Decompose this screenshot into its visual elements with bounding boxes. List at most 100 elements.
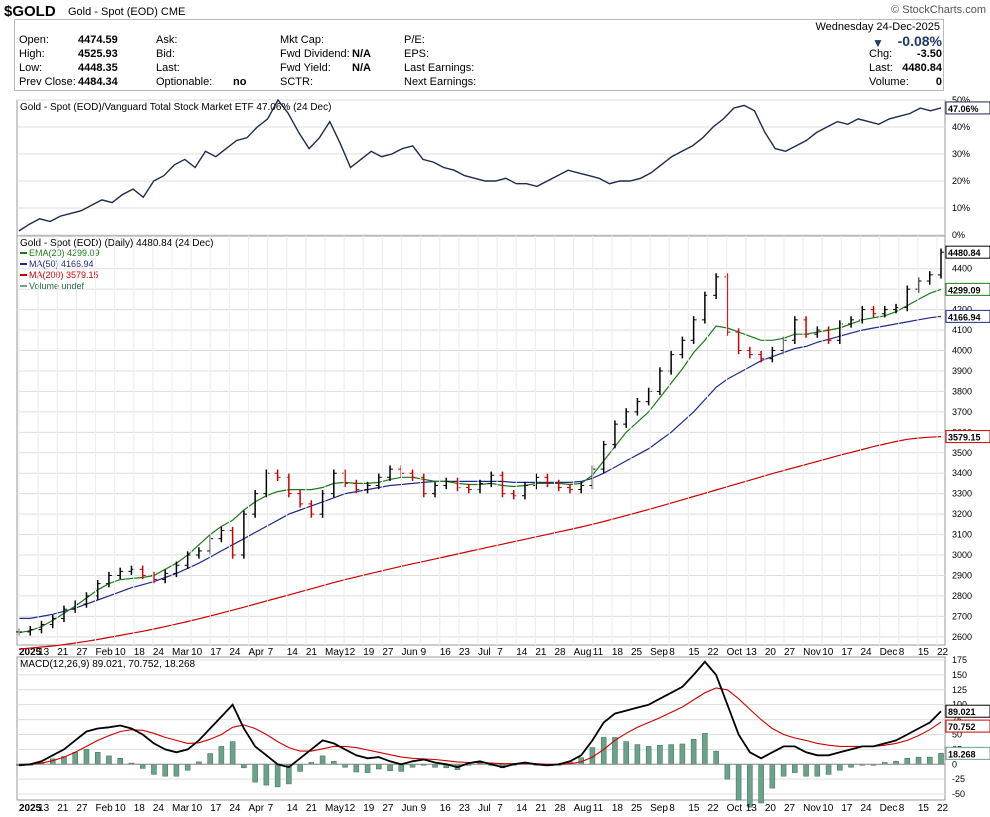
x-tick-label: 9 [421, 803, 427, 814]
x-tick-label: 11 [593, 803, 604, 814]
x-tick-label: 24 [153, 803, 165, 814]
sctr-label: SCTR: [280, 76, 313, 88]
histogram-bar [72, 752, 78, 765]
histogram-bar [690, 738, 697, 765]
x-tick-label: 22 [708, 647, 720, 658]
x-tick-label: May [325, 803, 344, 814]
x-tick-label: 27 [76, 803, 88, 814]
x-tick-label: 15 [918, 803, 930, 814]
x-tick-label: Mar [172, 803, 190, 814]
x-tick-label: Nov [803, 647, 821, 658]
x-tick-label: 17 [841, 647, 853, 658]
x-tick-label: 27 [784, 647, 796, 658]
legend-entry: MA(50) 4166.94 [29, 259, 94, 269]
x-tick-label: 23 [459, 647, 471, 658]
y-tick-label: 2900 [952, 570, 972, 580]
symbol-title: $GOLD [4, 3, 56, 20]
y-tick-label: 125 [952, 685, 967, 695]
y-tick-label: 10% [952, 203, 970, 213]
x-tick-label: 10 [191, 647, 203, 658]
low-value: 4448.35 [78, 62, 118, 74]
ratio-last-value: 47.06% [948, 104, 979, 114]
histogram-bar [184, 764, 191, 771]
x-tick-label: Dec [880, 647, 898, 658]
price-title: Gold - Spot (EOD) (Daily) 4480.84 (24 De… [20, 238, 213, 249]
brand-label[interactable]: © StockCharts.com [891, 4, 986, 16]
y-tick-label: 175 [952, 655, 967, 665]
histogram-last-value: 18.268 [948, 749, 976, 759]
y-tick-label: 4000 [952, 346, 972, 356]
signal-last-value: 70.752 [948, 722, 976, 732]
x-tick-label: 15 [688, 803, 700, 814]
next-earnings-label: Next Earnings: [404, 76, 477, 88]
x-tick-label: 8 [669, 647, 675, 658]
x-tick-label: Feb [96, 803, 114, 814]
y-tick-label: 3800 [952, 386, 972, 396]
fwd-yield-label: Fwd Yield: [280, 62, 331, 74]
y-tick-label: 2700 [952, 611, 972, 621]
x-tick-label: 24 [229, 803, 241, 814]
histogram-bar [769, 764, 776, 789]
histogram-bar [623, 741, 629, 765]
x-tick-label: 14 [516, 647, 528, 658]
macd-last-value-box [945, 704, 990, 718]
histogram-bar [387, 764, 393, 772]
last-price-label: Last: [869, 62, 893, 74]
signal-line [19, 687, 942, 765]
histogram-bar [117, 758, 123, 765]
down-triangle-icon: ▼ [872, 36, 884, 50]
y-tick-label: 3100 [952, 530, 972, 540]
histogram-last-value-box [945, 746, 990, 760]
histogram-bar [162, 764, 168, 777]
ma200-last-value-box [945, 430, 990, 444]
x-tick-label: Aug [574, 647, 592, 658]
x-tick-label: Sep [650, 647, 668, 658]
x-tick-label: 25 [631, 647, 643, 658]
ma50-last-value: 4166.94 [948, 312, 981, 322]
x-tick-label: 12 [344, 803, 356, 814]
mkt-cap-label: Mkt Cap: [280, 34, 325, 46]
histogram-bar [780, 764, 787, 777]
ask-label: Ask: [156, 34, 178, 46]
x-tick-label: 27 [382, 647, 394, 658]
optionable-value: no [233, 76, 247, 88]
x-tick-label: 19 [363, 647, 375, 658]
y-tick-label: 3900 [952, 366, 972, 376]
x-tick-label: 14 [287, 803, 299, 814]
x-tick-label: 21 [306, 803, 318, 814]
x-tick-label: 27 [784, 803, 796, 814]
y-tick-label: 100 [952, 700, 967, 710]
x-tick-label: 21 [57, 647, 69, 658]
x-tick-label: 10 [191, 803, 203, 814]
x-tick-label: 22 [937, 803, 949, 814]
x-tick-label: Aug [574, 803, 592, 814]
x-tick-label: 21 [57, 803, 69, 814]
macd-title: MACD(12,26,9) 89.021, 70.752, 18.268 [20, 659, 196, 670]
histogram-bar [679, 743, 686, 765]
histogram-bar [297, 764, 303, 772]
x-tick-label: Apr [249, 647, 265, 658]
y-tick-label: 3500 [952, 448, 972, 458]
histogram-bar [151, 764, 157, 775]
x-tick-label: 28 [555, 647, 567, 658]
price-last-value-box [945, 245, 990, 259]
macd-panel [16, 656, 946, 801]
histogram-bar [915, 756, 922, 765]
y-tick-label: -50 [952, 789, 965, 799]
price-panel [16, 235, 946, 646]
histogram-bar [241, 764, 247, 769]
x-tick-label: 7 [497, 647, 503, 658]
x-tick-label: 15 [918, 647, 930, 658]
x-tick-label: 10 [115, 647, 127, 658]
quote-header: $GOLD Gold - Spot (EOD) CME © StockChart… [0, 0, 990, 92]
x-tick-label: Sep [650, 803, 668, 814]
legend-entry: EMA(20) 4299.09 [29, 248, 100, 258]
y-tick-label: 50 [952, 729, 962, 739]
histogram-bar [263, 764, 270, 786]
y-tick-label: -25 [952, 774, 965, 784]
legend-entry: MA(200) 3579.15 [29, 270, 99, 280]
y-tick-label: 2800 [952, 591, 972, 601]
fwd-dividend-value: N/A [352, 48, 371, 60]
y-tick-label: 50% [952, 95, 970, 105]
